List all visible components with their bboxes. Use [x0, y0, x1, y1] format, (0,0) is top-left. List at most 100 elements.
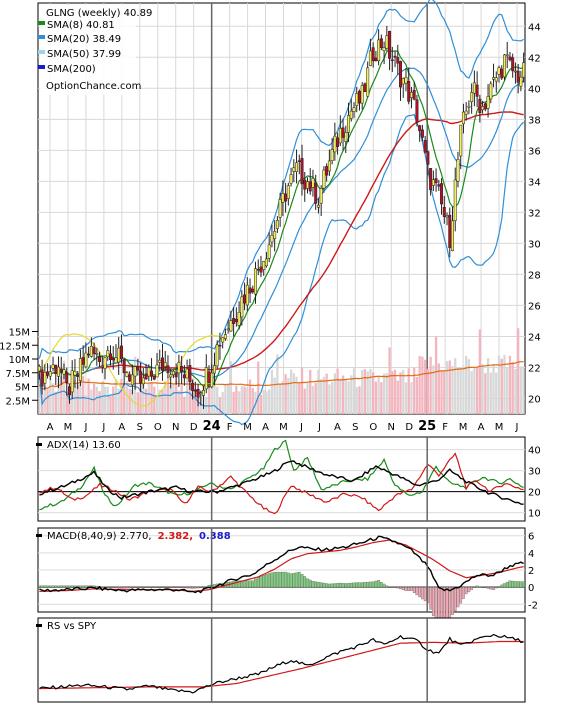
- candle-body: [40, 369, 44, 387]
- candle-body: [281, 193, 285, 203]
- candle-body: [322, 169, 326, 189]
- volume-bar: [185, 375, 189, 414]
- candle-body: [59, 368, 63, 372]
- candle-body: [174, 373, 178, 378]
- volume-bar: [51, 383, 55, 414]
- price-tick-label: 40: [528, 84, 541, 95]
- volume-bar: [281, 381, 285, 414]
- volume-bar: [399, 372, 402, 414]
- volume-bar: [481, 364, 484, 414]
- rs-panel: RS vs SPY: [36, 617, 526, 703]
- candle-body: [382, 47, 386, 51]
- macd-histogram-bar: [484, 586, 487, 588]
- candle-body: [54, 364, 58, 374]
- volume-bar: [109, 395, 112, 414]
- candle-body: [199, 392, 203, 394]
- candle-body: [393, 55, 397, 58]
- volume-bar: [155, 395, 159, 414]
- candle-body: [306, 181, 309, 189]
- volume-bar: [437, 363, 440, 414]
- time-tick-label: M: [279, 422, 288, 433]
- macd-histogram-bar: [46, 585, 49, 588]
- volume-bar: [495, 372, 498, 414]
- volume-bar: [418, 356, 421, 414]
- candle-body: [78, 358, 82, 381]
- volume-bar: [73, 379, 77, 414]
- time-tick-label: O: [369, 422, 377, 433]
- volume-bar: [262, 389, 265, 414]
- candle-body: [278, 199, 282, 218]
- macd-panel: 6 4 2 0 -2 MACD(8,40,9) 2.770, 2.382, 0.388: [36, 527, 538, 628]
- volume-bar: [377, 376, 380, 414]
- candle-body: [70, 370, 74, 393]
- candle-body: [180, 366, 184, 372]
- volume-bar: [517, 328, 520, 414]
- macd-histogram-bar: [251, 580, 255, 588]
- volume-bar: [147, 382, 150, 414]
- volume-bar: [95, 386, 98, 414]
- volume-bar: [336, 368, 339, 414]
- time-tick-label: O: [154, 422, 162, 433]
- candle-body: [65, 372, 69, 384]
- macd-histogram-bar: [505, 581, 509, 588]
- macd-histogram-bar: [161, 586, 164, 588]
- price-axis-labels: 20 22 24 26 28 30 32 34 36 38 40 42 44: [528, 22, 541, 405]
- volume-tick-label: 15M: [9, 328, 30, 339]
- volume-tick-label: 5M: [15, 383, 30, 394]
- macd-histogram-bar: [382, 583, 386, 588]
- candle-body: [144, 373, 148, 380]
- macd-histogram-bar: [95, 585, 99, 588]
- volume-bar: [369, 368, 372, 414]
- macd-histogram-bar: [339, 582, 342, 588]
- candle-body: [125, 372, 129, 377]
- candle-body: [333, 135, 337, 153]
- macd-histogram-bar: [462, 586, 465, 599]
- candle-body: [73, 371, 77, 376]
- legend: GLNG (weekly) 40.89 SMA(8) 40.81 SMA(20)…: [38, 5, 152, 95]
- time-tick-label: S: [352, 422, 358, 433]
- time-tick-label: N: [172, 422, 179, 433]
- macd-histogram-bar: [407, 586, 411, 591]
- macd-histogram-bar: [445, 586, 449, 622]
- macd-histogram-bar: [259, 576, 263, 588]
- macd-histogram-bar: [150, 586, 153, 588]
- candle-body: [248, 287, 252, 294]
- macd-histogram-bar: [366, 581, 369, 588]
- candle-body: [420, 129, 424, 138]
- legend-swatch-sma20: [38, 35, 45, 39]
- candle-body: [409, 92, 413, 98]
- candle-body: [163, 362, 167, 367]
- volume-bar: [106, 386, 109, 414]
- candle-body: [130, 374, 134, 386]
- legend-sma20: SMA(20) 38.49: [47, 34, 121, 45]
- volume-bar: [421, 356, 424, 414]
- volume-bar: [320, 379, 323, 414]
- macd-histogram-bar: [500, 584, 504, 588]
- macd-histogram-bar: [128, 586, 131, 589]
- price-tick-label: 24: [528, 332, 541, 343]
- volume-bar: [374, 381, 378, 414]
- macd-histogram-bar: [401, 586, 405, 591]
- candle-body: [193, 389, 197, 392]
- candle-body: [264, 258, 268, 267]
- indicator-tick-label: 20: [528, 488, 541, 499]
- volume-bars: [38, 328, 525, 414]
- volume-bar: [218, 397, 222, 414]
- candle-body: [404, 77, 408, 84]
- di-plus-line: [39, 439, 524, 511]
- price-tick-label: 38: [528, 115, 541, 126]
- macd-histogram-bar: [142, 586, 145, 588]
- price-tick-label: 20: [528, 394, 541, 405]
- volume-bar: [423, 359, 427, 414]
- time-tick-label: J: [317, 422, 321, 433]
- candle-body: [286, 185, 290, 199]
- indicator-tick-label: -2: [528, 600, 538, 611]
- candle-body: [177, 362, 181, 374]
- volume-bar: [150, 382, 153, 414]
- macd-histogram-bar: [204, 586, 208, 588]
- macd-histogram-bar: [330, 583, 334, 588]
- candle-body: [256, 268, 260, 271]
- macd-histogram-bar: [265, 574, 268, 588]
- volume-bar: [284, 374, 287, 414]
- macd-histogram-bar: [278, 571, 282, 588]
